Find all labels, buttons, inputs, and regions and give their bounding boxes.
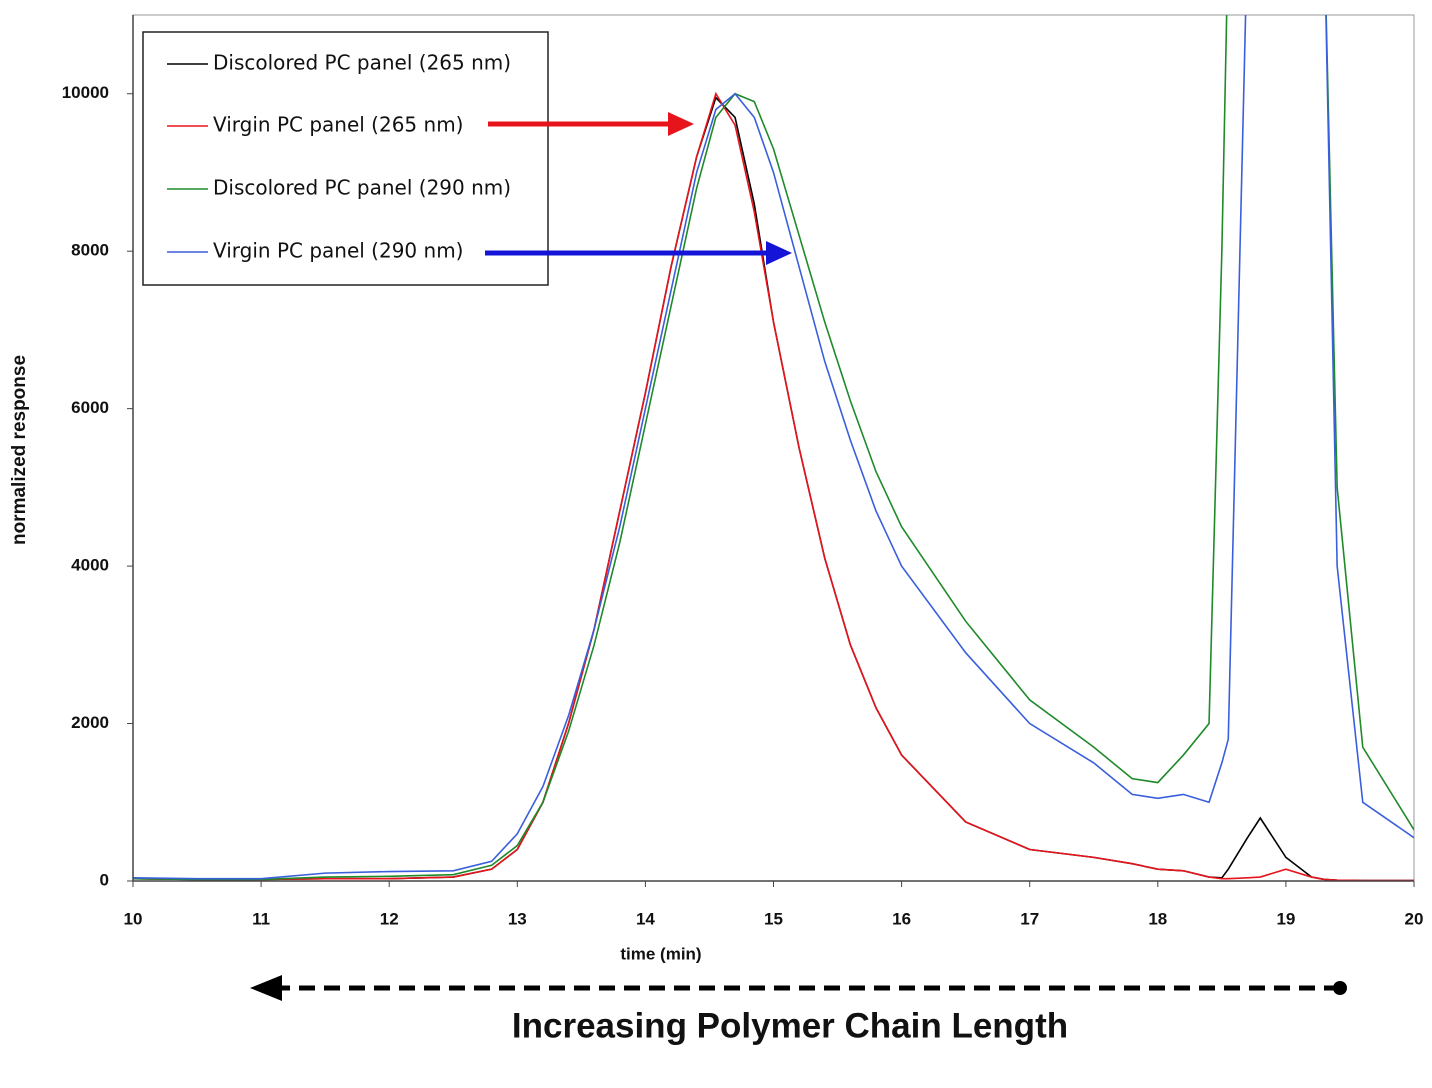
x-tick-label: 13	[508, 909, 527, 928]
x-tick-label: 20	[1405, 909, 1424, 928]
x-tick-label: 15	[764, 909, 783, 928]
y-tick-label: 2000	[71, 713, 109, 732]
y-axis-label: normalized response	[9, 355, 30, 545]
x-tick-label: 14	[636, 909, 655, 928]
x-tick-label: 19	[1276, 909, 1295, 928]
lines	[133, 15, 1414, 881]
legend-box	[142, 31, 549, 286]
annotation: Increasing Polymer Chain Length	[512, 1006, 1068, 1045]
series-line	[133, 15, 1414, 880]
x-tick-label: 18	[1148, 909, 1167, 928]
legend-label: Discolored PC panel (290 nm)	[213, 176, 511, 200]
red-arrowhead	[668, 112, 694, 136]
x-tick-label: 17	[1020, 909, 1039, 928]
series-line	[133, 91, 1414, 881]
x-tick-label: 10	[124, 909, 143, 928]
y-tick-label: 8000	[71, 241, 109, 260]
x-tick-label: 11	[252, 909, 270, 928]
y-tick-label: 4000	[71, 556, 109, 575]
arrow-tail-dot	[1333, 981, 1347, 995]
dashed-arrowhead	[250, 975, 282, 1001]
legend-label: Discolored PC panel (265 nm)	[213, 51, 511, 75]
y-tick-label: 10000	[62, 83, 109, 102]
x-tick-label: 12	[380, 909, 399, 928]
legend-label: Virgin PC panel (265 nm)	[213, 113, 463, 137]
legend-label: Virgin PC panel (290 nm)	[213, 239, 463, 263]
y-tick-label: 6000	[71, 398, 109, 417]
x-tick-label: 16	[892, 909, 911, 928]
blue-arrowhead	[766, 241, 792, 265]
y-tick-label: 0	[100, 870, 109, 889]
x-axis-label: time (min)	[620, 944, 701, 963]
legend: Discolored PC panel (265 nm) Virgin PC pa…	[142, 31, 549, 286]
